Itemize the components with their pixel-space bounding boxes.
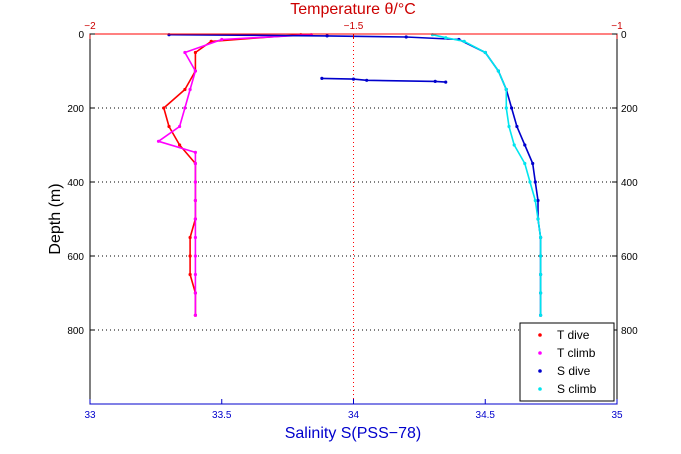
legend-label: T dive	[557, 328, 590, 342]
right-tick-label: 600	[621, 252, 638, 263]
top-tick-label: −2	[84, 21, 96, 32]
data-point	[193, 254, 197, 258]
data-point	[220, 37, 224, 42]
legend-label: S dive	[557, 364, 591, 378]
legend: T dive T climb S dive S climb	[519, 322, 615, 402]
data-point	[193, 150, 197, 154]
series-line	[157, 33, 312, 316]
data-point	[539, 272, 543, 277]
right-tick-label: 400	[621, 178, 638, 189]
data-point	[193, 313, 197, 317]
data-point	[193, 180, 197, 184]
data-point	[193, 217, 197, 221]
data-point	[536, 198, 540, 203]
data-point	[444, 36, 448, 40]
bottom-tick-label: 35	[611, 410, 623, 421]
series-s-dive	[320, 76, 448, 84]
data-point	[504, 106, 508, 110]
bottom-tick-label: 33.5	[212, 410, 232, 421]
data-point	[183, 50, 187, 55]
data-point	[533, 198, 537, 203]
data-point	[365, 78, 369, 82]
top-tick-label: −1.5	[344, 21, 364, 32]
left-tick-label: 200	[67, 104, 84, 115]
data-point	[188, 272, 192, 277]
y-axis-label: Depth (m)	[47, 183, 64, 254]
data-point	[539, 254, 543, 258]
data-point	[193, 235, 197, 240]
data-point	[539, 235, 543, 240]
legend-box	[519, 322, 615, 402]
data-point	[404, 35, 408, 39]
data-point	[496, 69, 500, 73]
data-point	[444, 80, 448, 84]
data-point	[193, 291, 197, 295]
data-point	[193, 161, 197, 166]
top-tick-label: −1	[611, 21, 623, 32]
data-point	[515, 124, 519, 129]
data-point	[188, 235, 192, 240]
bottom-tick-label: 33	[84, 410, 96, 421]
data-point	[183, 87, 187, 92]
data-point	[528, 180, 532, 184]
series-layer	[156, 33, 543, 317]
grid-lines	[90, 34, 617, 404]
data-point	[523, 143, 527, 147]
bottom-tick-label: 34.5	[476, 410, 496, 421]
data-point	[539, 291, 543, 295]
data-point	[188, 254, 192, 258]
data-point	[156, 139, 161, 143]
data-point	[507, 124, 511, 129]
legend-items: T dive T climb S dive S climb	[538, 328, 597, 396]
data-point	[188, 87, 192, 92]
data-point	[483, 50, 487, 55]
right-tick-label: 200	[621, 104, 638, 115]
data-point	[539, 313, 543, 317]
series-t-climb	[156, 33, 313, 317]
legend-marker	[538, 333, 542, 337]
data-point	[193, 50, 197, 55]
data-point	[167, 124, 171, 129]
data-point	[433, 79, 437, 83]
data-point	[351, 77, 356, 81]
data-point	[193, 272, 197, 277]
left-tick-label: 0	[78, 30, 84, 41]
bottom-tick-label: 34	[348, 410, 360, 421]
right-tick-label: 800	[621, 326, 638, 337]
data-point	[193, 69, 197, 73]
series-line	[432, 33, 542, 316]
bottom-axis-label: Salinity S(PSS−78)	[285, 425, 422, 442]
data-point	[178, 143, 182, 147]
data-point	[320, 76, 324, 80]
top-axis-label: Temperature θ/°C	[290, 1, 416, 18]
left-tick-label: 400	[67, 178, 84, 189]
data-point	[512, 143, 516, 147]
data-point	[193, 198, 197, 203]
data-point	[162, 106, 166, 110]
legend-marker	[538, 351, 542, 355]
right-tick-label: 0	[621, 30, 627, 41]
legend-label: T climb	[557, 346, 596, 360]
data-point	[504, 87, 508, 92]
data-point	[536, 217, 540, 221]
left-tick-label: 600	[67, 252, 84, 263]
data-point	[533, 180, 537, 184]
series-s-climb	[430, 33, 543, 317]
legend-marker	[538, 387, 542, 391]
left-tick-label: 800	[67, 326, 84, 337]
data-point	[510, 106, 514, 110]
data-point	[325, 34, 329, 38]
data-point	[178, 124, 182, 129]
data-point	[462, 39, 466, 44]
data-point	[523, 161, 527, 166]
legend-marker	[538, 369, 542, 373]
data-point	[183, 106, 187, 110]
legend-label: S climb	[557, 382, 597, 396]
data-point	[531, 161, 535, 166]
